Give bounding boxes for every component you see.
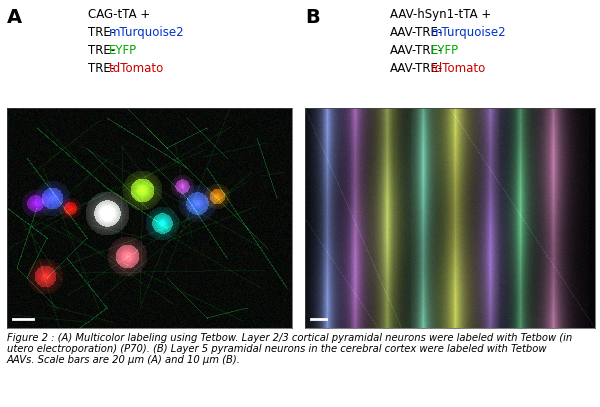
Text: tdTomato: tdTomato: [431, 62, 486, 75]
Text: mTurquoise2: mTurquoise2: [109, 26, 184, 39]
Text: EYFP: EYFP: [109, 44, 137, 57]
Text: EYFP: EYFP: [431, 44, 459, 57]
Text: B: B: [305, 8, 320, 27]
Text: AAV-TRE-: AAV-TRE-: [390, 26, 443, 39]
Text: AAV-TRE-: AAV-TRE-: [390, 44, 443, 57]
Text: utero electroporation) (P70). (B) Layer 5 pyramidal neurons in the cerebral cort: utero electroporation) (P70). (B) Layer …: [7, 344, 547, 354]
Text: TRE-: TRE-: [88, 26, 115, 39]
Text: AAV-TRE-: AAV-TRE-: [390, 62, 443, 75]
Text: AAV-hSyn1-tTA +: AAV-hSyn1-tTA +: [390, 8, 491, 21]
Text: TRE-: TRE-: [88, 62, 115, 75]
Text: mTurquoise2: mTurquoise2: [431, 26, 506, 39]
Text: AAVs. Scale bars are 20 μm (A) and 10 μm (B).: AAVs. Scale bars are 20 μm (A) and 10 μm…: [7, 355, 241, 365]
Text: TRE-: TRE-: [88, 44, 115, 57]
Text: A: A: [7, 8, 22, 27]
Text: CAG-tTA +: CAG-tTA +: [88, 8, 150, 21]
Text: Figure 2 : (A) Multicolor labeling using Tetbow. Layer 2/3 cortical pyramidal ne: Figure 2 : (A) Multicolor labeling using…: [7, 333, 572, 343]
Text: tdTomato: tdTomato: [109, 62, 164, 75]
